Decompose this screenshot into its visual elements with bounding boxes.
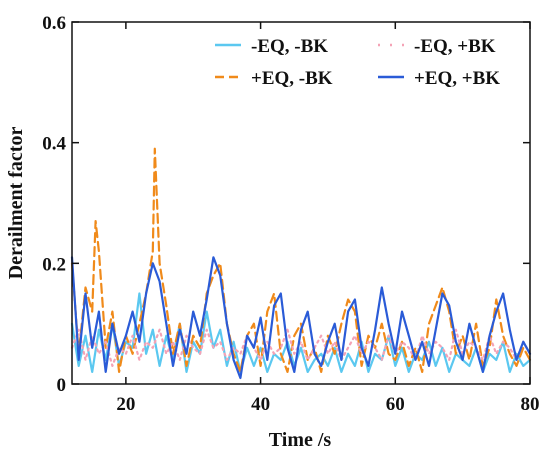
legend-label-2: +EQ, -BK [251,68,333,89]
x-tick-label: 40 [251,394,270,415]
x-tick-label: 80 [521,394,540,415]
y-tick-label: 0.2 [42,254,66,275]
axis-tick-labels: 20 40 60 80 0 0.2 0.4 0.6 [42,13,539,415]
x-tick-label: 20 [116,394,135,415]
series-line-3 [70,328,532,367]
y-axis-label: Derailment factor [5,127,27,280]
y-tick-label: 0 [57,375,67,396]
y-tick-label: 0.6 [42,13,66,34]
plot-frame [71,21,531,385]
legend-label-1: -EQ, -BK [251,36,328,57]
legend-label-3: -EQ, +BK [414,36,496,57]
x-tick-label: 60 [386,394,405,415]
plot-series [70,147,532,380]
series-line-4 [70,256,532,380]
chart-legend: -EQ, -BK +EQ, -BK -EQ, +BK +EQ, +BK [215,36,500,89]
y-tick-label: 0.4 [42,134,66,155]
x-axis-label: Time /s [269,429,332,451]
axis-ticks [72,21,531,385]
series-line-1 [70,292,532,373]
legend-label-4: +EQ, +BK [414,68,500,89]
